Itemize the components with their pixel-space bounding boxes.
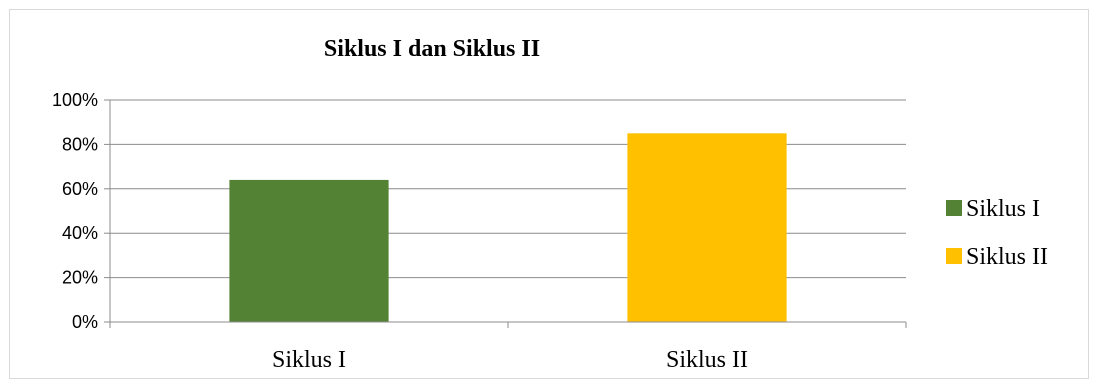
y-tick-label: 100% (52, 90, 98, 110)
chart-title: Siklus I dan Siklus II (324, 36, 540, 62)
y-tick-label: 80% (62, 134, 98, 154)
bar-2 (627, 133, 787, 322)
axes (104, 99, 907, 328)
bar-1 (229, 179, 389, 322)
bars (229, 133, 787, 322)
y-tick-label: 20% (62, 268, 98, 288)
y-tick-labels: 0% 20% 40% 60% 80% 100% (52, 90, 98, 332)
legend: Siklus I Siklus II (946, 196, 1048, 270)
legend-label: Siklus II (966, 244, 1048, 270)
legend-label: Siklus I (966, 196, 1040, 222)
y-tick-label: 40% (62, 223, 98, 243)
y-tick-label: 0% (72, 312, 98, 332)
y-tick-label: 60% (62, 179, 98, 199)
chart-frame (9, 9, 1089, 379)
legend-swatch (946, 248, 962, 264)
legend-swatch (946, 200, 962, 216)
x-tick-label: Siklus II (666, 347, 748, 373)
x-tick-label: Siklus I (272, 347, 346, 373)
x-tick-labels: Siklus I Siklus II (272, 347, 748, 373)
